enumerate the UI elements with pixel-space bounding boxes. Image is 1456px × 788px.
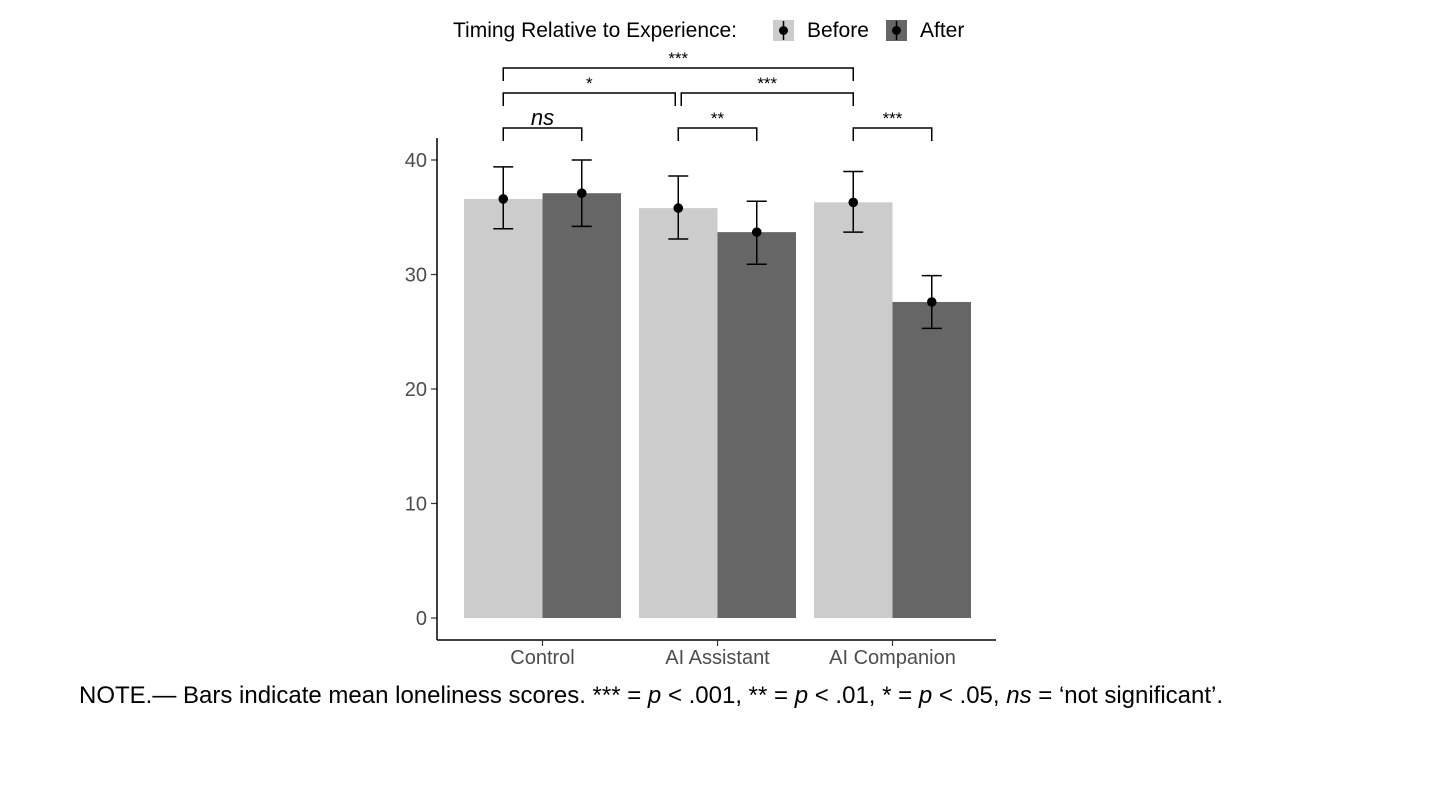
bar-control-before	[464, 198, 543, 618]
mean-point-ai-assistant-after	[751, 227, 762, 237]
mean-point-control-before	[498, 194, 509, 204]
significance-bracket-4	[502, 92, 676, 106]
mean-point-ai-assistant-before	[673, 203, 684, 213]
significance-bracket-3	[852, 127, 933, 141]
significance-label-5: ***	[757, 74, 777, 93]
note-ns: ns	[1006, 682, 1032, 709]
bar-ai-companion-after	[892, 301, 971, 618]
x-tick-label-ai-companion: AI Companion	[829, 647, 956, 669]
note-t3: < .05,	[932, 682, 1007, 709]
y-tick-label-0: 0	[416, 608, 427, 630]
y-tick-label-40: 40	[405, 150, 427, 172]
note-t4: = ‘not significant’.	[1031, 682, 1224, 709]
bar-ai-companion-before	[814, 202, 893, 619]
figure-note: NOTE.— Bars indicate mean loneliness sco…	[79, 680, 1259, 711]
significance-label-6: ***	[668, 49, 688, 68]
y-tick-label-10: 10	[405, 494, 427, 516]
note-lead: NOTE.— Bars indicate mean loneliness sco…	[79, 682, 648, 709]
mean-point-ai-companion-before	[848, 197, 859, 208]
legend-key-point-after	[892, 26, 901, 35]
y-tick-label-20: 20	[405, 379, 427, 401]
bar-ai-assistant-before	[639, 208, 718, 618]
mean-point-control-after	[576, 188, 587, 199]
legend-title: Timing Relative to Experience:	[453, 19, 737, 42]
bar-ai-assistant-after	[717, 232, 796, 618]
note-p-3: p	[918, 682, 933, 709]
significance-label-1: ns	[531, 105, 554, 130]
legend-key-point-before	[779, 26, 788, 35]
note-p-2: p	[794, 682, 809, 709]
y-tick-label-30: 30	[405, 265, 427, 287]
significance-label-2: **	[711, 109, 725, 128]
significance-bracket-6	[502, 67, 854, 81]
significance-bracket-1	[502, 127, 583, 141]
mean-point-ai-companion-after	[926, 297, 937, 307]
legend-label-before: Before	[807, 19, 869, 42]
significance-label-3: ***	[883, 109, 903, 128]
bar-control-after	[542, 193, 621, 618]
significance-label-4: *	[586, 74, 593, 93]
note-p-1: p	[647, 682, 662, 709]
legend-label-after: After	[920, 19, 964, 42]
significance-bracket-2	[677, 127, 758, 141]
x-tick-label-control: Control	[510, 647, 574, 669]
note-t1: < .001, ** =	[661, 682, 795, 709]
significance-bracket-5	[680, 92, 854, 106]
note-t2: < .01, * =	[808, 682, 919, 709]
x-tick-label-ai-assistant: AI Assistant	[665, 647, 770, 669]
